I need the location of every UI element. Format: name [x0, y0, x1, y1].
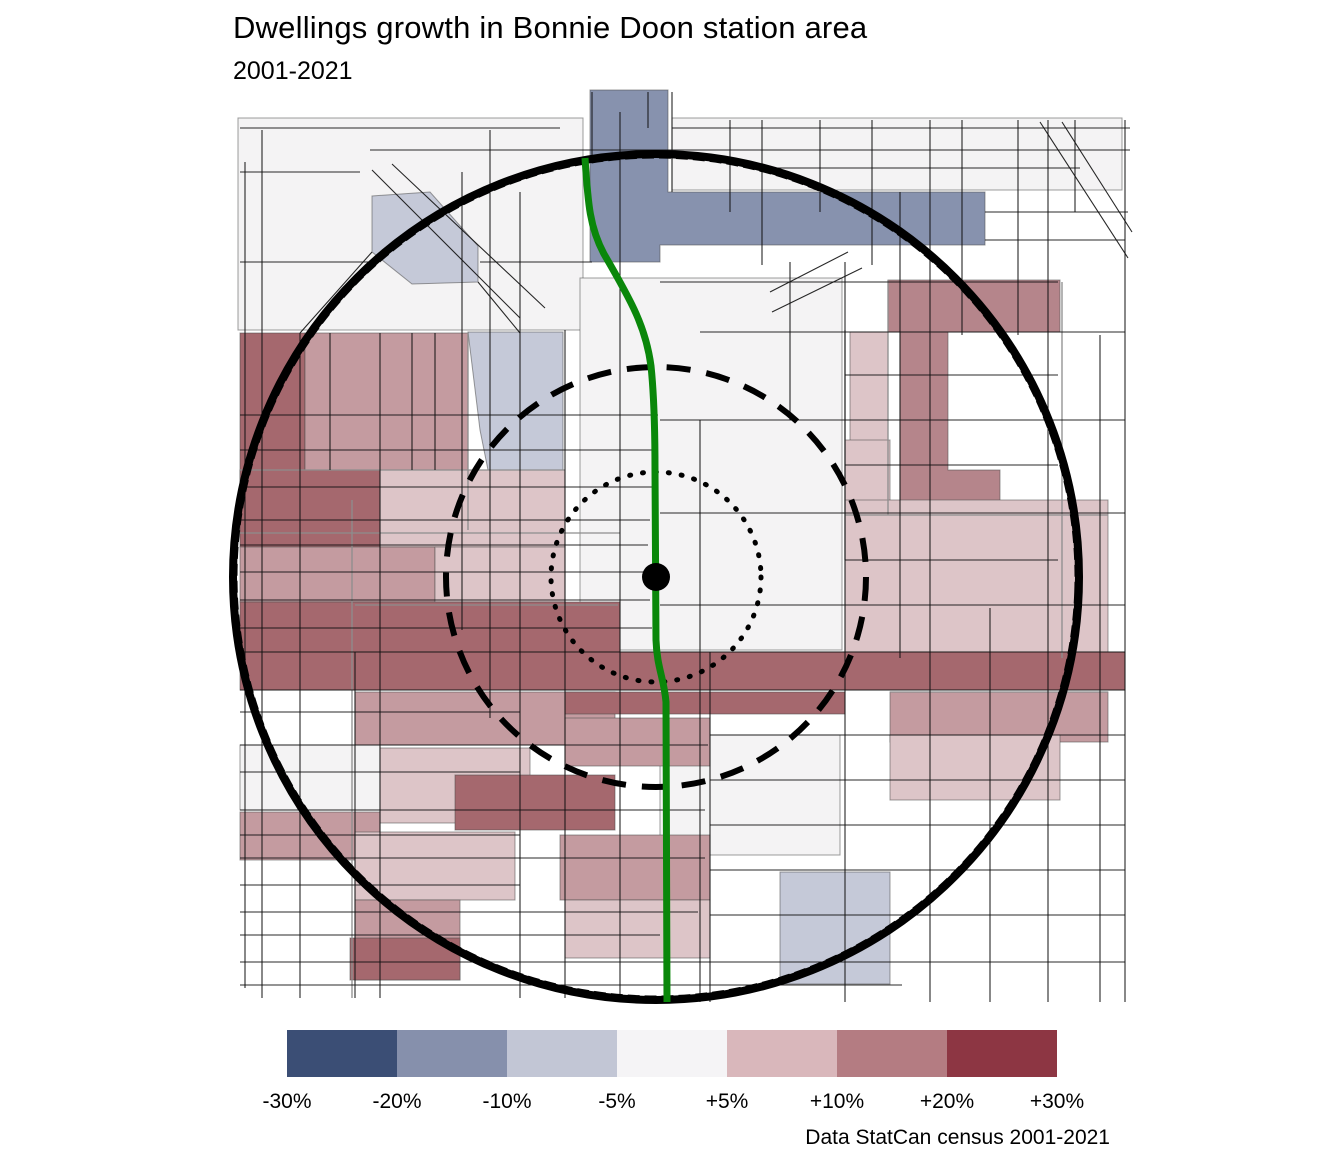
street-grid: [240, 92, 1133, 1002]
legend-swatch: [837, 1030, 947, 1077]
legend-tick-label: +30%: [1029, 1090, 1085, 1113]
legend-tick-label: -5%: [598, 1090, 636, 1113]
legend-swatch: [727, 1030, 837, 1077]
page-title: Dwellings growth in Bonnie Doon station …: [233, 10, 868, 45]
tract-south-lightblue: [779, 871, 891, 985]
legend-tick-label: -30%: [262, 1090, 312, 1113]
data-source-caption: Data StatCan census 2001-2021: [805, 1126, 1110, 1149]
legend-tick-label: -20%: [372, 1090, 422, 1113]
legend-tick-label: +20%: [919, 1090, 975, 1113]
legend-swatch: [287, 1030, 397, 1077]
legend-tick-label: -10%: [482, 1090, 532, 1113]
page-subtitle: 2001-2021: [233, 57, 353, 85]
legend-swatch: [397, 1030, 507, 1077]
census-tracts: [237, 89, 1126, 985]
legend-swatch: [617, 1030, 727, 1077]
legend-color-bar: [287, 1030, 1057, 1077]
legend-swatch: [507, 1030, 617, 1077]
legend-swatch: [947, 1030, 1057, 1077]
legend-tick-label: +5%: [705, 1090, 749, 1113]
lrt-line: [581, 157, 671, 1003]
tract-mid-band: [239, 651, 1126, 691]
middle-ring: [443, 364, 869, 790]
legend-tick-labels: -30% -20% -10% -5% +5% +10% +20% +30%: [262, 1090, 1084, 1116]
station-dot: [642, 563, 670, 591]
legend-tick-label: +10%: [809, 1090, 865, 1113]
outer-ring-rough-icon: [232, 153, 1080, 1001]
